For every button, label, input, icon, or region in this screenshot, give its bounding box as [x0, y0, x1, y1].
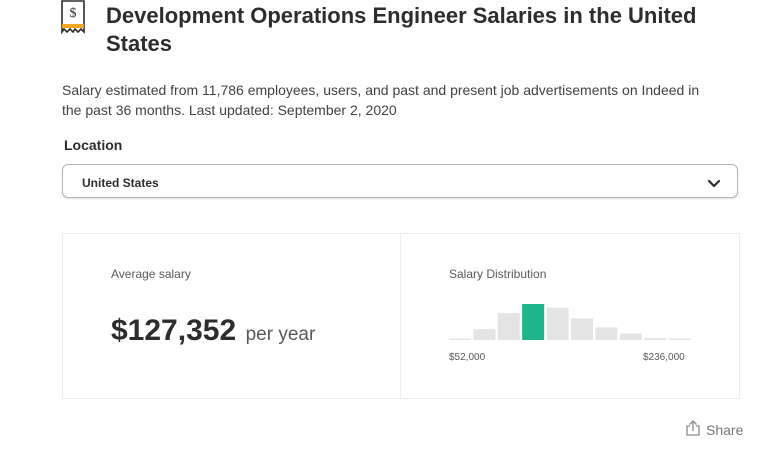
average-salary-period: per year: [245, 324, 316, 345]
histogram-bar: [644, 337, 667, 340]
svg-text:$: $: [70, 6, 77, 21]
distribution-max-label: $236,000: [643, 352, 685, 363]
histogram-bar: [595, 327, 618, 340]
page-title: Development Operations Engineer Salaries…: [106, 3, 697, 56]
location-selected-value: United States: [82, 176, 159, 190]
salary-estimate-description: Salary estimated from 11,786 employees, …: [62, 82, 700, 118]
dollar-document-icon: $: [61, 0, 85, 35]
share-icon: [685, 420, 701, 439]
location-label: Location: [64, 137, 123, 153]
chevron-down-icon: [707, 176, 721, 188]
salary-distribution-label: Salary Distribution: [449, 267, 547, 281]
distribution-min-label: $52,000: [449, 352, 486, 363]
average-salary-row: $127,352 per year: [111, 314, 315, 348]
salary-distribution-histogram: [449, 304, 691, 340]
average-salary-label: Average salary: [111, 267, 191, 281]
share-button[interactable]: Share: [685, 420, 743, 439]
salary-card: Average salary $127,352 per year Salary …: [62, 233, 740, 399]
histogram-bar: [668, 338, 691, 340]
histogram-bar: [546, 307, 569, 340]
histogram-bar: [473, 329, 496, 340]
share-label: Share: [706, 421, 744, 438]
location-select[interactable]: United States: [62, 164, 738, 198]
histogram-bar: [571, 318, 593, 340]
card-divider: [400, 234, 401, 398]
histogram-bar: [449, 338, 471, 340]
average-salary-amount: $127,352: [111, 314, 237, 347]
histogram-bar: [619, 333, 642, 340]
histogram-bar-highlight: [522, 304, 545, 340]
histogram-bar: [497, 313, 520, 340]
